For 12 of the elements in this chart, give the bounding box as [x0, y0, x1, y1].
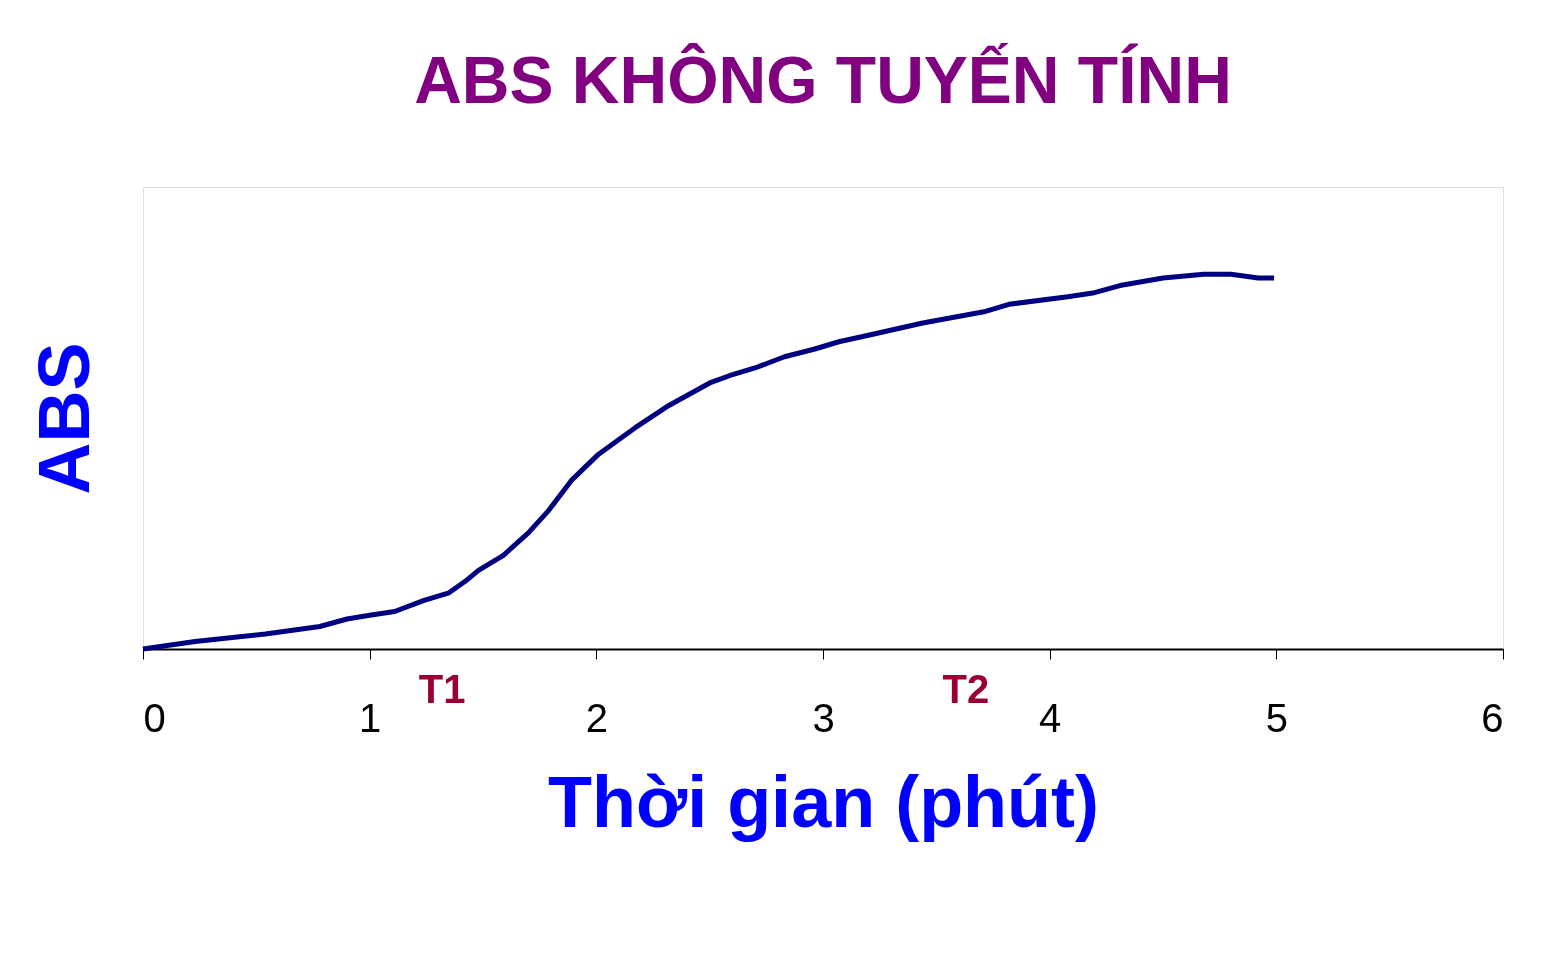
y-axis-title: ABS [23, 342, 104, 495]
x-axis-title: Thời gian (phút) [547, 761, 1100, 842]
x-tick-label: 1 [359, 695, 382, 740]
x-tick-label: 5 [1265, 695, 1288, 740]
x-tick-label: 0 [143, 695, 166, 740]
x-tick-label: 6 [1481, 695, 1504, 740]
chart-title: ABS KHÔNG TUYẾN TÍNH [414, 43, 1232, 117]
x-tick-label: 2 [585, 695, 608, 740]
x-tick-label: 3 [812, 695, 835, 740]
text: T1 [418, 667, 466, 711]
text: T2 [942, 667, 990, 711]
x-tick-label: 4 [1039, 695, 1062, 740]
